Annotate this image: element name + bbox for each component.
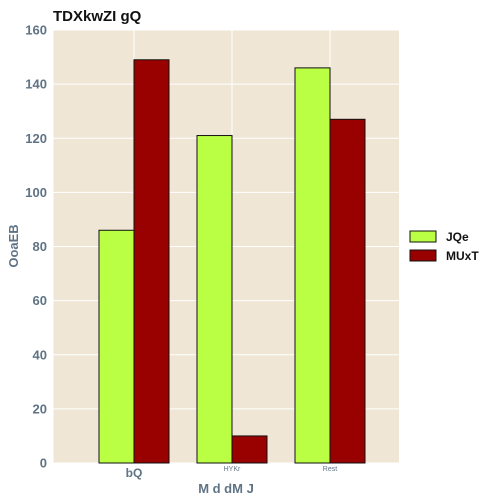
x-tick-label: HYKr xyxy=(224,466,241,473)
legend: JQe MUxT xyxy=(409,230,479,263)
legend-label-jqe: JQe xyxy=(446,230,469,244)
y-tick-label: 160 xyxy=(25,23,47,38)
bar-muxt-hykr xyxy=(231,435,268,464)
x-tick-label: Rest xyxy=(323,466,337,473)
bars xyxy=(98,59,366,464)
bar-muxt-rest xyxy=(329,118,366,464)
y-tick-label: 120 xyxy=(25,131,47,146)
bar-jqe-hykr xyxy=(196,135,233,464)
chart-title: TDXkwZI gQ xyxy=(53,8,142,25)
y-tick-label: 140 xyxy=(25,77,47,92)
bar-muxt-bq xyxy=(133,59,170,464)
y-axis-label: OoaEB xyxy=(6,224,21,267)
legend-swatch-muxt xyxy=(409,249,437,262)
y-tick-label: 0 xyxy=(40,456,47,471)
y-tick-label: 20 xyxy=(33,401,47,416)
y-tick-label: 60 xyxy=(33,293,47,308)
y-axis-ticks: 0 20 40 60 80 100 120 140 160 xyxy=(25,23,47,471)
legend-swatch-jqe xyxy=(409,230,437,243)
y-tick-label: 80 xyxy=(33,239,47,254)
y-tick-label: 100 xyxy=(25,185,47,200)
x-tick-label: bQ xyxy=(126,466,143,480)
legend-label-muxt: MUxT xyxy=(446,249,479,263)
y-tick-label: 40 xyxy=(33,347,47,362)
x-axis-ticks: bQ HYKr Rest xyxy=(126,466,338,480)
bar-jqe-rest xyxy=(294,67,331,464)
bar-jqe-bq xyxy=(98,229,135,464)
x-axis-label: M d dM J xyxy=(198,481,254,496)
